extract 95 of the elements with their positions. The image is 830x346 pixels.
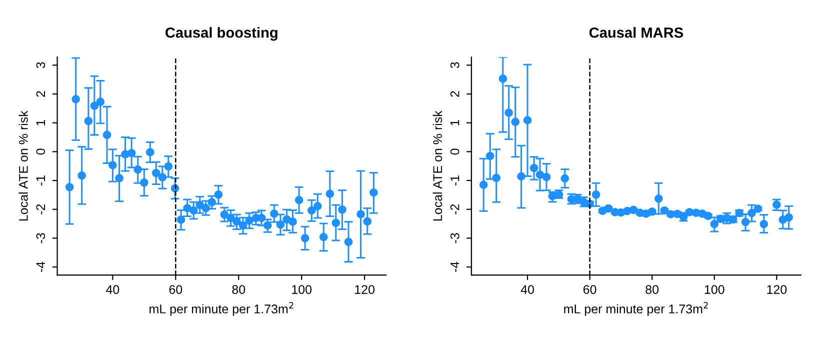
point: [654, 194, 663, 203]
point: [202, 204, 210, 212]
y-tick-label: 0: [36, 148, 46, 155]
point: [183, 204, 192, 212]
y-axis-title: Local ATE on % risk: [18, 110, 28, 221]
point: [78, 171, 86, 180]
point: [189, 206, 198, 215]
point: [102, 130, 112, 140]
point: [140, 178, 148, 187]
point: [84, 116, 93, 126]
y-tick-label: 3: [36, 62, 46, 68]
point: [479, 180, 488, 189]
point: [152, 168, 160, 178]
y-tick-label: 2: [450, 91, 460, 97]
point: [498, 74, 508, 83]
point: [96, 98, 105, 106]
point: [741, 218, 750, 226]
point: [492, 174, 501, 182]
y-tick-label: -4: [36, 262, 45, 272]
point: [270, 209, 278, 218]
point: [592, 190, 600, 199]
x-tick-label: 40: [520, 285, 534, 294]
y-tick-label: -1: [450, 176, 460, 186]
x-tick-label: 100: [292, 285, 312, 294]
y-axis-title: Local ATE on % risk: [432, 110, 442, 221]
point: [300, 234, 310, 242]
y-tick-label: -4: [450, 262, 460, 272]
point: [784, 213, 793, 222]
point: [115, 174, 124, 182]
y-tick-label: 2: [36, 91, 45, 97]
point: [517, 172, 526, 181]
point: [108, 161, 117, 170]
point: [542, 172, 551, 182]
point: [313, 202, 322, 210]
point: [370, 188, 378, 197]
point: [523, 116, 532, 124]
y-tick-label: 3: [450, 62, 460, 68]
point: [232, 217, 241, 226]
x-tick-label: 120: [767, 285, 787, 294]
x-tick-label: 80: [646, 285, 659, 294]
point: [560, 174, 570, 183]
point: [288, 218, 297, 226]
point: [127, 148, 136, 158]
y-tick-label: -2: [450, 204, 460, 214]
point: [486, 152, 494, 160]
point: [710, 220, 719, 228]
y-tick-label: -3: [450, 233, 460, 244]
x-tick-label: 80: [232, 285, 246, 294]
point: [238, 221, 248, 230]
point: [319, 232, 328, 242]
point: [363, 217, 372, 226]
point: [134, 165, 142, 174]
point: [164, 162, 173, 171]
point: [208, 198, 216, 206]
point: [65, 182, 74, 192]
chart-title: Causal boosting: [165, 27, 278, 41]
point: [245, 216, 254, 225]
x-tick-label: 100: [704, 285, 724, 294]
point: [326, 190, 334, 198]
point: [196, 200, 204, 210]
point: [356, 210, 365, 218]
y-tick-label: 1: [450, 120, 460, 126]
point: [511, 118, 520, 126]
point: [748, 208, 756, 218]
x-tick-label: 120: [355, 285, 374, 294]
chart-title: Causal MARS: [589, 27, 684, 38]
point: [536, 170, 544, 179]
point: [504, 108, 513, 117]
y-tick-label: -2: [36, 204, 45, 214]
point: [760, 220, 768, 228]
point: [214, 190, 223, 199]
x-tick-label: 40: [106, 285, 120, 294]
x-tick-label: 60: [583, 285, 596, 294]
x-axis-title: mL per minute per 1.73m$^{2}$: [150, 302, 294, 316]
point: [176, 216, 186, 224]
y-tick-label: -1: [36, 176, 45, 186]
point: [530, 164, 538, 172]
point: [307, 206, 316, 215]
point: [338, 205, 346, 214]
point: [146, 148, 154, 156]
point: [220, 210, 229, 219]
point: [72, 95, 80, 104]
point: [90, 102, 99, 110]
y-tick-label: 0: [450, 148, 460, 155]
point: [294, 196, 304, 204]
x-tick-label: 60: [169, 285, 182, 294]
point: [332, 218, 340, 228]
point: [226, 214, 235, 222]
y-tick-label: 1: [36, 120, 45, 126]
point: [158, 173, 167, 182]
point: [344, 238, 353, 246]
x-axis-title: mL per minute per 1.73m$^{2}$: [564, 302, 708, 316]
point: [276, 220, 285, 229]
point: [263, 221, 272, 230]
y-tick-label: -3: [36, 233, 46, 244]
